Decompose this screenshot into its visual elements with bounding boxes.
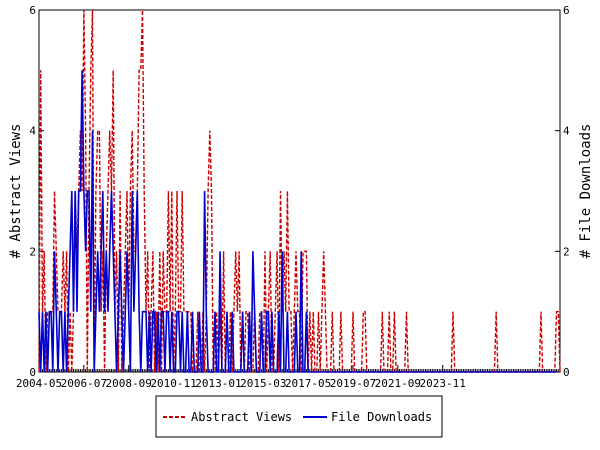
x-tick-label: 2006-07: [61, 377, 107, 390]
tick-labels: 0 0 2 2 4 4 6 6 2004-052006-072008-092010-112013…: [16, 4, 570, 390]
x-tick-label: 2013-01: [195, 377, 241, 390]
x-tick-label: 2008-09: [106, 377, 152, 390]
x-tick-label: 2019-07: [330, 377, 376, 390]
x-tick-label: 2004-05: [16, 377, 62, 390]
x-tick-label: 2017-05: [285, 377, 331, 390]
x-tick-label: 2010-11: [150, 377, 196, 390]
legend: Abstract Views File Downloads: [155, 395, 443, 438]
x-tick-label: 2023-11: [420, 377, 466, 390]
legend-box: [155, 395, 443, 438]
y-tick-label-right: 6: [563, 4, 570, 17]
y-tick-label-left: 4: [29, 125, 36, 138]
x-tick-label: 2021-09: [375, 377, 421, 390]
y-tick-label-left: 2: [29, 245, 36, 258]
y-tick-label-right: 0: [563, 366, 570, 379]
y-axis-left-title: # Abstract Views: [8, 124, 24, 259]
y-tick-label-right: 2: [563, 245, 570, 258]
y-tick-label-left: 0: [29, 366, 36, 379]
y-tick-label-left: 6: [29, 4, 36, 17]
legend-label-abstract-views: Abstract Views: [191, 410, 292, 424]
series-layer: [38, 9, 561, 373]
legend-label-file-downloads: File Downloads: [331, 410, 432, 424]
y-tick-label-right: 4: [563, 125, 570, 138]
series-line-file-downloads: [38, 70, 557, 373]
y-axis-right-title: # File Downloads: [578, 124, 594, 259]
x-tick-label: 2015-03: [240, 377, 286, 390]
